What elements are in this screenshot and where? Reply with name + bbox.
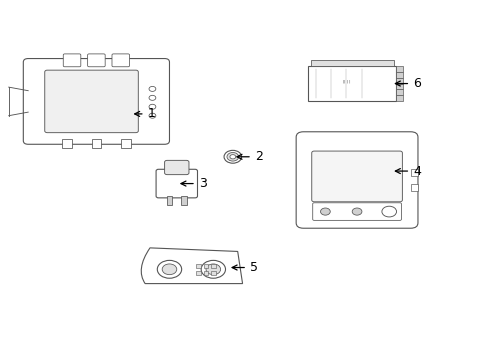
Text: 2: 2: [237, 150, 263, 163]
Bar: [396, 95, 403, 101]
Bar: [211, 264, 216, 267]
Bar: [311, 60, 393, 66]
Text: 4: 4: [395, 165, 421, 177]
Circle shape: [206, 264, 220, 275]
Bar: [396, 72, 403, 78]
Bar: [167, 196, 172, 205]
Circle shape: [201, 260, 225, 278]
FancyBboxPatch shape: [296, 132, 418, 228]
FancyBboxPatch shape: [112, 54, 129, 67]
FancyBboxPatch shape: [45, 70, 138, 133]
Bar: [411, 169, 418, 176]
Circle shape: [149, 95, 156, 100]
Circle shape: [157, 260, 182, 278]
Text: 1: 1: [135, 107, 155, 120]
Bar: [92, 139, 101, 148]
Text: 5: 5: [232, 261, 258, 274]
Text: ||||: ||||: [343, 80, 352, 84]
Bar: [62, 139, 72, 148]
PathPatch shape: [141, 248, 243, 284]
Circle shape: [320, 208, 330, 215]
Circle shape: [149, 113, 156, 118]
FancyBboxPatch shape: [313, 203, 401, 220]
Bar: [196, 264, 201, 267]
Bar: [196, 271, 201, 275]
Bar: [203, 271, 208, 275]
Bar: [203, 264, 208, 267]
Bar: [211, 271, 216, 275]
FancyBboxPatch shape: [88, 54, 105, 67]
Circle shape: [382, 206, 396, 217]
Bar: [411, 184, 418, 191]
FancyBboxPatch shape: [24, 59, 170, 144]
Bar: [396, 66, 403, 72]
Circle shape: [352, 208, 362, 215]
Bar: [396, 84, 403, 89]
Bar: [181, 196, 187, 205]
FancyBboxPatch shape: [63, 54, 81, 67]
Circle shape: [227, 153, 239, 161]
Bar: [308, 66, 396, 102]
Bar: [121, 139, 130, 148]
Circle shape: [384, 208, 393, 215]
FancyBboxPatch shape: [312, 151, 402, 202]
Circle shape: [149, 86, 156, 91]
Circle shape: [162, 264, 177, 275]
Text: 3: 3: [181, 177, 207, 190]
Circle shape: [149, 104, 156, 109]
FancyBboxPatch shape: [156, 169, 197, 198]
FancyBboxPatch shape: [165, 160, 189, 175]
Circle shape: [230, 155, 236, 159]
Text: 6: 6: [395, 77, 421, 90]
Bar: [396, 89, 403, 95]
Bar: [396, 78, 403, 84]
Circle shape: [224, 150, 242, 163]
